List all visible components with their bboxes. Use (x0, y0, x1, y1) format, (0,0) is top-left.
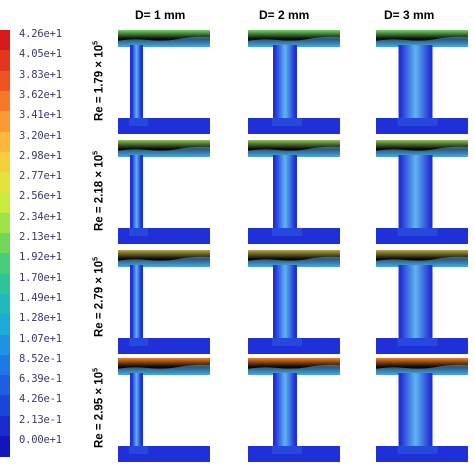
legend-tick-label: 2.98e+1 (19, 149, 62, 162)
legend-swatch (0, 192, 10, 214)
contour-panel (248, 358, 340, 462)
legend-tick-label: 1.49e+1 (19, 291, 62, 304)
legend-tick-label: 1.70e+1 (19, 271, 62, 284)
legend-tick-label: 2.56e+1 (19, 190, 62, 203)
legend-tick-label: 8.52e-1 (19, 352, 62, 365)
contour-panel (248, 250, 340, 354)
legend-tick-label: 3.62e+1 (19, 88, 62, 101)
legend-tick-label: 6.39e-1 (19, 373, 62, 386)
stem-flow (275, 45, 295, 119)
color-legend: 4.26e+1 4.05e+1 3.83e+1 3.62e+1 3.41e+1 3.20e… (0, 28, 68, 460)
contour-panel (248, 30, 340, 134)
legend-swatch (0, 233, 10, 254)
legend-tick-label: 4.05e+1 (19, 48, 62, 61)
legend-tick-label: 4.26e+1 (19, 28, 62, 40)
legend-swatch (0, 131, 10, 153)
stem-flow (400, 373, 431, 447)
legend-swatch (0, 314, 10, 336)
legend-swatch (0, 293, 10, 315)
contour-panel (376, 250, 468, 354)
legend-tick-label: 2.77e+1 (19, 170, 62, 183)
legend-swatch (0, 375, 10, 397)
legend-swatch (0, 436, 10, 457)
contour-panel (376, 358, 468, 462)
legend-swatch (0, 253, 10, 275)
jet-spread (272, 446, 302, 454)
stem-flow (400, 155, 431, 229)
contour-panel (376, 140, 468, 244)
legend-swatch (0, 354, 10, 376)
legend-tick-label: 2.13e+1 (19, 231, 62, 243)
stem-flow (132, 155, 141, 229)
row-label-text: Re = 2.79 × 105 (92, 257, 106, 337)
flow-interface (118, 364, 210, 375)
column-header-d2: D= 2 mm (259, 8, 310, 22)
contour-panel (118, 358, 210, 462)
stem-flow (400, 45, 431, 119)
jet-spread (129, 228, 148, 236)
legend-tick-label: 1.07e+1 (19, 332, 62, 345)
flow-interface (248, 256, 340, 267)
flow-interface (376, 146, 468, 157)
stem-flow (275, 155, 295, 229)
legend-swatch (0, 273, 10, 295)
flow-interface (376, 256, 468, 267)
flow-interface (376, 36, 468, 47)
legend-tick-label: 2.34e+1 (19, 210, 62, 223)
legend-swatch (0, 415, 10, 437)
contour-panel (248, 140, 340, 244)
legend-swatch (0, 70, 10, 92)
legend-tick-label: 1.92e+1 (19, 251, 62, 264)
flow-interface (118, 36, 210, 47)
stem-flow (132, 265, 141, 339)
stem-flow (275, 373, 295, 447)
jet-spread (397, 338, 438, 346)
legend-swatch (0, 151, 10, 173)
legend-swatch (0, 111, 10, 133)
legend-tick-label: 4.26e-1 (19, 393, 62, 406)
flow-interface (118, 146, 210, 157)
flow-interface (248, 146, 340, 157)
contour-panel (118, 250, 210, 354)
legend-swatch (0, 212, 10, 234)
legend-swatch (0, 395, 10, 417)
jet-spread (129, 338, 148, 346)
legend-tick-label: 3.83e+1 (19, 68, 62, 81)
row-label-text: Re = 1.79 × 105 (92, 41, 106, 121)
jet-spread (129, 118, 148, 126)
stem-flow (275, 265, 295, 339)
row-label-text: Re = 2.95 × 105 (92, 368, 106, 448)
legend-tick-label: 3.20e+1 (19, 129, 62, 142)
jet-spread (272, 118, 302, 126)
stem-flow (132, 373, 141, 447)
jet-spread (272, 338, 302, 346)
legend-swatch (0, 50, 10, 72)
legend-swatch (0, 90, 10, 112)
legend-tick-label: 1.28e+1 (19, 312, 62, 325)
flow-interface (248, 364, 340, 375)
legend-swatch (0, 30, 10, 51)
legend-tick-label: 0.00e+1 (19, 434, 62, 446)
row-label-text: Re = 2.18 × 105 (92, 151, 106, 231)
legend-tick-label: 3.41e+1 (19, 109, 62, 122)
stem-flow (400, 265, 431, 339)
jet-spread (397, 118, 438, 126)
legend-swatch (0, 172, 10, 194)
flow-interface (248, 36, 340, 47)
contour-panel (118, 30, 210, 134)
column-header-d3: D= 3 mm (384, 8, 435, 22)
jet-spread (397, 446, 438, 454)
legend-swatch (0, 334, 10, 356)
jet-spread (397, 228, 438, 236)
contour-panel (376, 30, 468, 134)
column-header-d1: D= 1 mm (135, 8, 186, 22)
flow-interface (118, 256, 210, 267)
jet-spread (129, 446, 148, 454)
jet-spread (272, 228, 302, 236)
legend-tick-label: 2.13e-1 (19, 413, 62, 426)
contour-panel (118, 140, 210, 244)
stem-flow (132, 45, 141, 119)
flow-interface (376, 364, 468, 375)
